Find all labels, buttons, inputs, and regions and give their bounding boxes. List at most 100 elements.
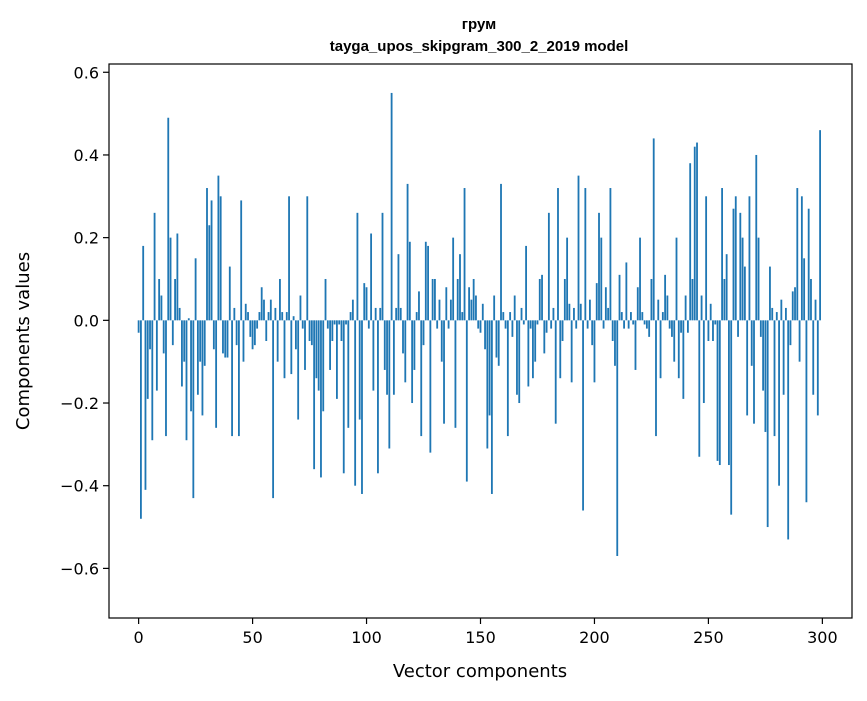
bar: [577, 175, 580, 321]
bar: [263, 299, 265, 321]
bar: [479, 320, 482, 333]
bar: [698, 320, 701, 457]
bar: [206, 188, 208, 321]
bar: [570, 320, 573, 383]
bar: [762, 320, 765, 391]
bar: [340, 320, 343, 341]
bar: [431, 278, 434, 321]
bar: [780, 299, 783, 321]
plot-frame: [108, 63, 853, 619]
bar: [534, 320, 537, 362]
bar: [167, 117, 170, 321]
bar: [600, 237, 603, 321]
bar: [659, 320, 662, 379]
bar: [404, 320, 407, 383]
bar: [668, 320, 671, 329]
bar: [392, 320, 395, 395]
bar: [178, 307, 181, 321]
bar: [174, 278, 176, 321]
bar: [226, 320, 229, 358]
bar: [265, 320, 268, 341]
bar: [513, 295, 516, 321]
bar: [582, 320, 584, 511]
bar: [816, 320, 819, 416]
bar: [739, 212, 742, 321]
bar: [497, 320, 500, 366]
bar: [787, 320, 790, 540]
bar: [716, 320, 719, 461]
y-tick-label: 0.6: [74, 63, 99, 82]
bar: [652, 138, 655, 321]
y-tick-label: 0.4: [74, 146, 99, 165]
bar: [650, 278, 653, 321]
bar: [814, 299, 817, 321]
bar: [680, 320, 682, 333]
bar: [623, 320, 625, 329]
bar: [819, 130, 821, 321]
bar: [764, 320, 767, 432]
y-axis-ticks: −0.6 −0.4 −0.2 0.0 0.2 0.4 0.6: [60, 63, 109, 578]
bar: [308, 320, 311, 341]
bar: [607, 307, 610, 321]
bar: [520, 307, 523, 321]
bar: [575, 320, 578, 329]
bar: [566, 237, 569, 321]
bar: [283, 320, 286, 379]
bar: [438, 299, 441, 321]
bar: [755, 154, 758, 321]
bar: [363, 283, 366, 321]
bar: [406, 183, 409, 321]
bar: [664, 274, 667, 321]
bar: [304, 320, 306, 370]
bar: [807, 208, 810, 321]
bar: [547, 212, 550, 321]
bar: [424, 241, 427, 321]
bar: [233, 307, 236, 321]
bar: [190, 320, 192, 412]
bar: [595, 283, 598, 321]
bar: [411, 320, 414, 404]
bar: [743, 266, 746, 321]
bar: [377, 320, 379, 474]
bar: [244, 303, 247, 321]
x-tick-label: 100: [351, 628, 382, 647]
bar: [732, 208, 735, 321]
bar: [454, 320, 457, 428]
bar: [402, 320, 404, 354]
bar: [370, 233, 373, 321]
bar: [260, 287, 263, 321]
bar: [329, 320, 331, 370]
bar: [256, 320, 259, 329]
bar: [641, 312, 644, 321]
bar: [201, 320, 204, 416]
bar: [162, 320, 165, 354]
bar: [475, 295, 477, 321]
bar: [285, 312, 288, 321]
bar: [222, 320, 224, 354]
bar: [718, 320, 721, 466]
y-tick-label: −0.2: [60, 394, 99, 413]
bar: [773, 320, 776, 437]
bar: [310, 320, 313, 346]
bar: [436, 320, 439, 329]
bar: [550, 320, 553, 329]
bar: [276, 320, 279, 362]
bar: [734, 196, 737, 321]
bar: [766, 320, 769, 528]
bar: [693, 146, 696, 321]
bar: [429, 320, 432, 453]
bar: [588, 299, 591, 321]
bar: [805, 320, 808, 503]
bar: [240, 200, 243, 321]
bar: [294, 320, 297, 350]
bar: [675, 237, 678, 321]
bar: [611, 320, 614, 341]
bar: [331, 320, 334, 341]
bar: [445, 287, 448, 321]
bar: [181, 320, 183, 387]
bar: [645, 320, 648, 329]
bar: [169, 237, 172, 321]
bar: [639, 237, 641, 321]
bar: [730, 320, 733, 515]
bar: [447, 320, 450, 329]
